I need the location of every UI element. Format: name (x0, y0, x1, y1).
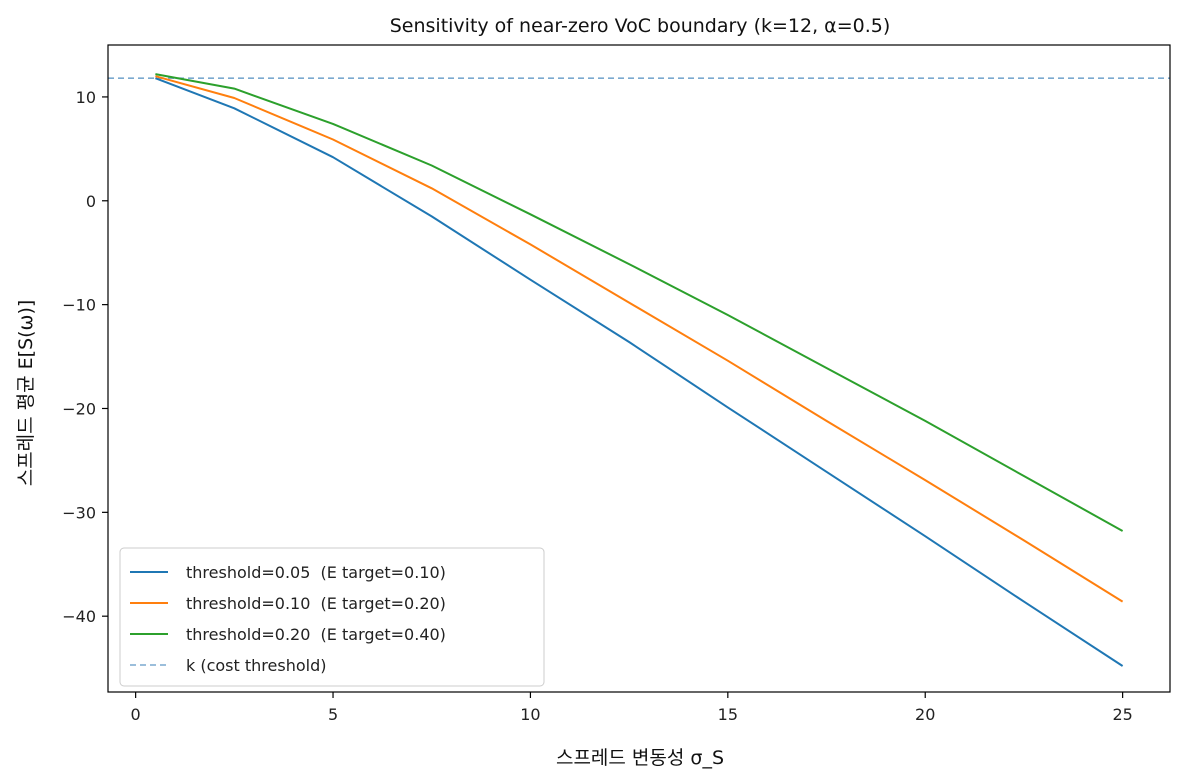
y-tick-label: 0 (86, 192, 96, 211)
x-tick-label: 10 (520, 705, 540, 724)
plot-area (108, 73, 1170, 667)
axes: 0 5 10 15 20 25 −40 −30 −20 −10 0 10 (62, 44, 1171, 724)
chart-title: Sensitivity of near-zero VoC boundary (k… (390, 15, 891, 37)
series-line-3 (155, 73, 1124, 532)
x-tick-label: 15 (718, 705, 738, 724)
legend-label: threshold=0.20 (E target=0.40) (186, 625, 446, 644)
y-tick-label: 10 (76, 88, 96, 107)
y-axis-label: 스프레드 평균 E[S(ω)] (15, 300, 37, 487)
y-tick-label: −30 (62, 503, 96, 522)
y-tick-label: −40 (62, 607, 96, 626)
legend-label: threshold=0.05 (E target=0.10) (186, 563, 446, 582)
x-tick-label: 0 (131, 705, 141, 724)
series-line-2 (155, 75, 1124, 603)
series-line-1 (155, 77, 1124, 667)
x-tick-label: 20 (915, 705, 935, 724)
legend-box (119, 547, 545, 687)
legend-label: threshold=0.10 (E target=0.20) (186, 594, 446, 613)
plot-frame (107, 44, 1171, 693)
legend: threshold=0.05 (E target=0.10) threshold=… (119, 547, 545, 687)
x-axis-label: 스프레드 변동성 σ_S (556, 747, 724, 769)
legend-label: k (cost threshold) (186, 656, 326, 675)
x-tick-label: 5 (328, 705, 338, 724)
y-tick-label: −20 (62, 399, 96, 418)
x-tick-label: 25 (1112, 705, 1132, 724)
y-tick-label: −10 (62, 296, 96, 315)
